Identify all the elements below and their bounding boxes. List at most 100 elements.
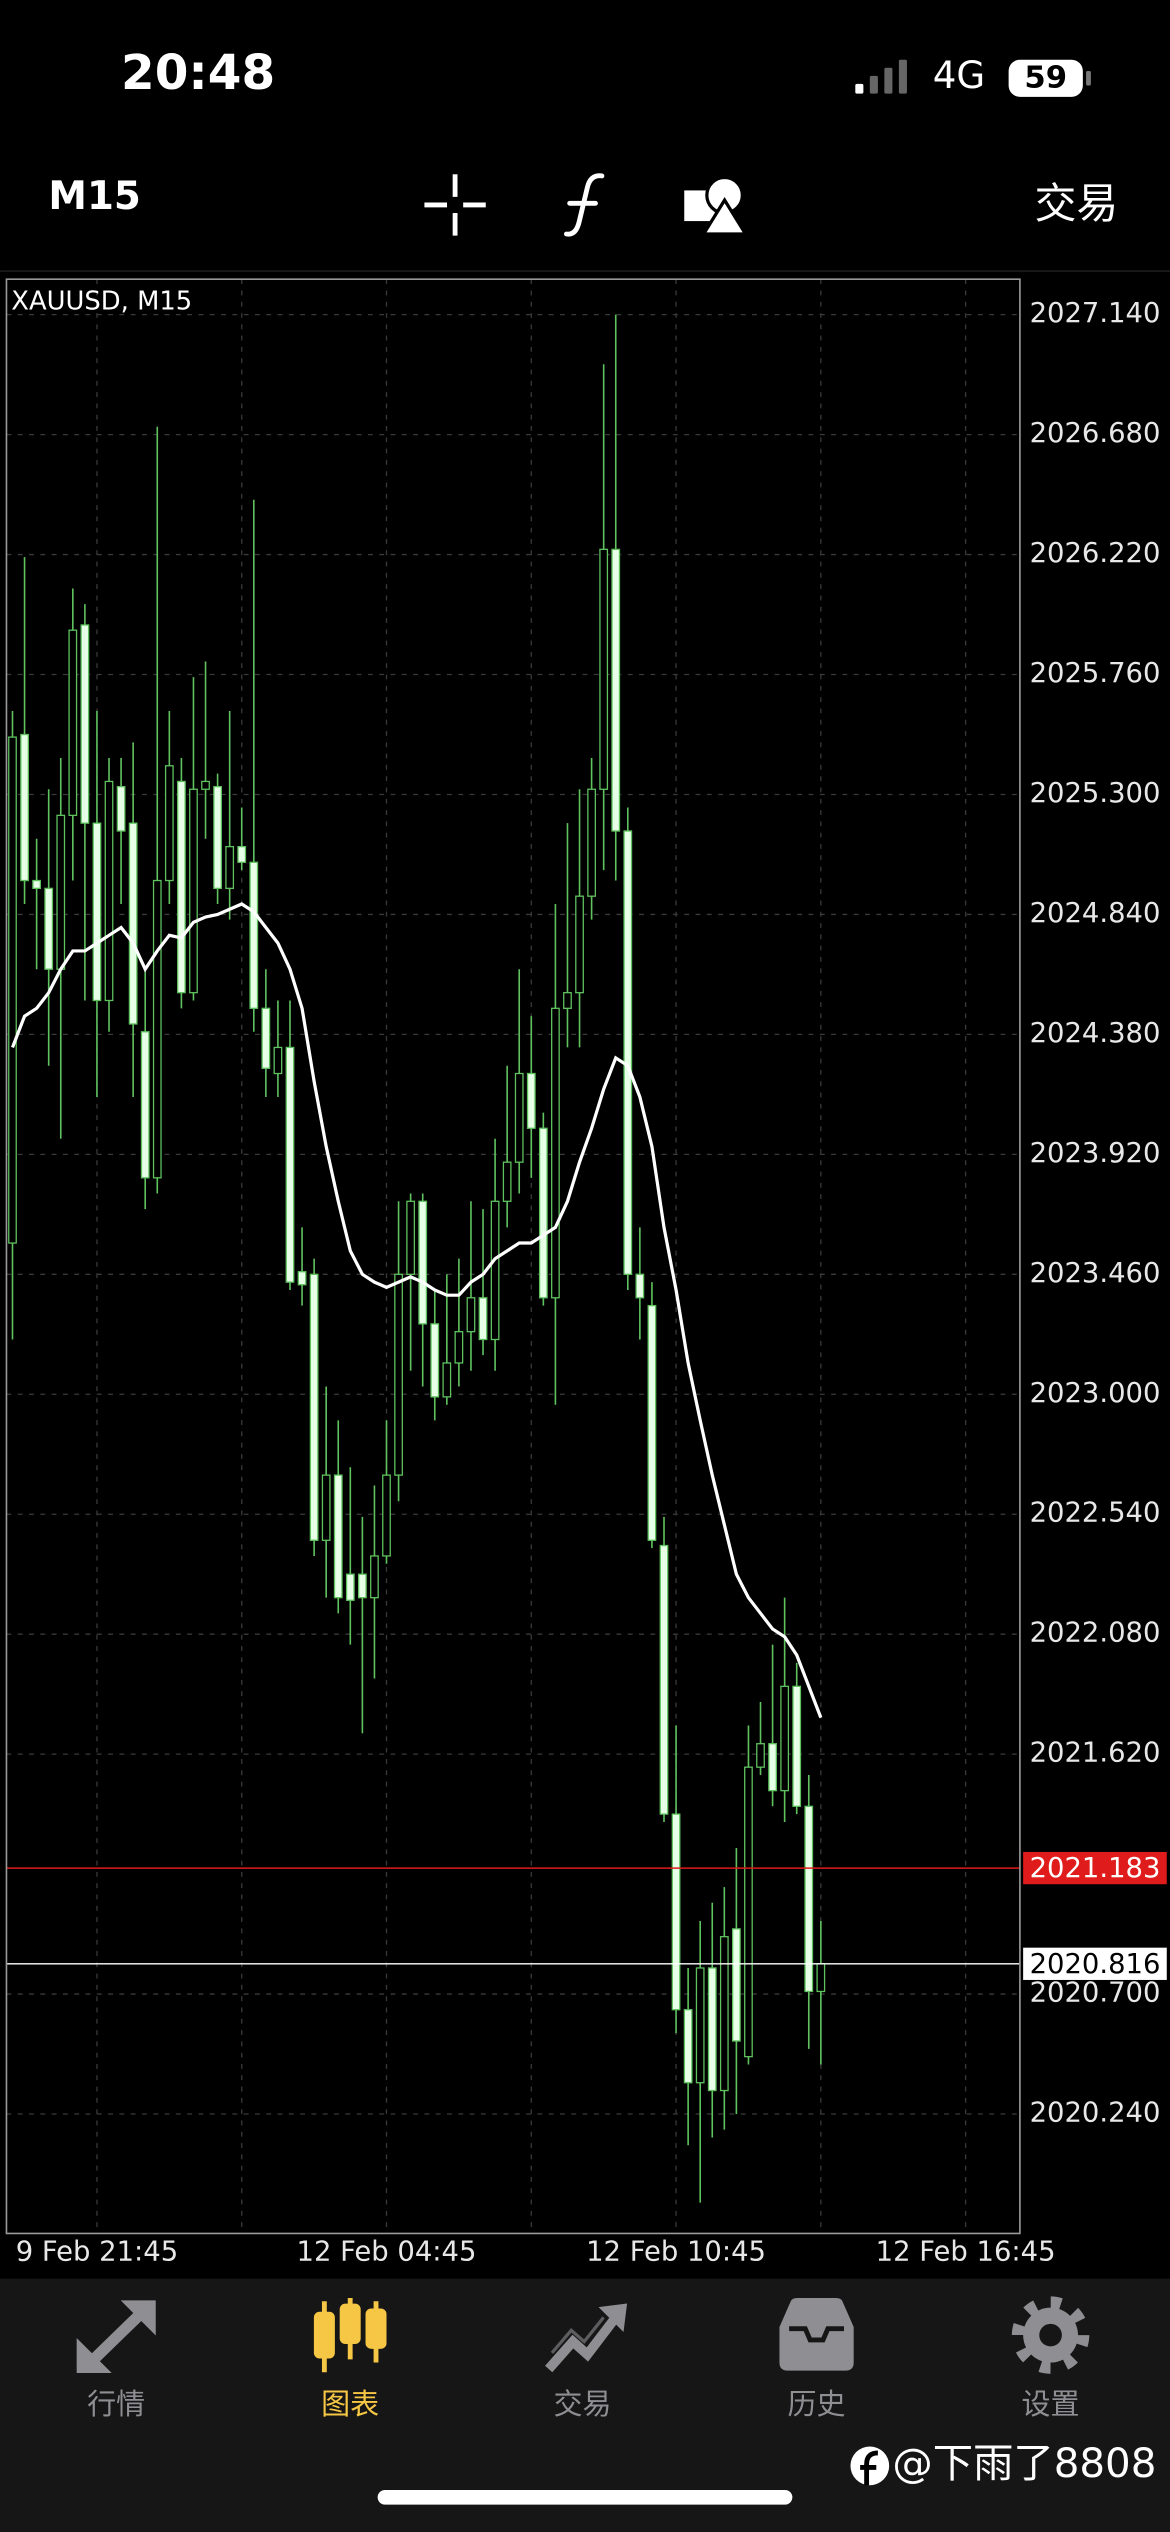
candle-body — [635, 1273, 645, 1299]
tab-icon — [779, 2298, 854, 2371]
price-tag-label: 2021.183 — [1030, 1853, 1161, 1884]
signal-icon — [855, 59, 907, 94]
candle-body — [116, 786, 126, 832]
candle-body — [418, 1200, 428, 1325]
y-tick-label: 2020.240 — [1030, 2098, 1161, 2129]
tab-icon — [545, 2303, 628, 2373]
timeframe-button[interactable]: M15 — [48, 174, 140, 219]
price-tag — [1023, 1947, 1167, 1980]
y-tick-label: 2026.680 — [1030, 418, 1161, 449]
candle-body — [599, 548, 609, 790]
candle-body — [502, 1161, 512, 1202]
crosshair-button[interactable] — [424, 174, 486, 236]
watermark: @下雨了8808 — [892, 2440, 1156, 2487]
y-tick-label: 2025.300 — [1030, 778, 1161, 809]
candle-body — [177, 780, 186, 994]
y-tick-label: 2022.540 — [1030, 1498, 1161, 1529]
candle-body — [659, 1544, 669, 1815]
battery-nub — [1086, 71, 1091, 86]
candle-body — [647, 1304, 657, 1541]
axis-labels: 2027.140 2026.680 2026.220 2025.760 2025.300… — [16, 298, 1167, 2267]
candle-body — [587, 788, 596, 897]
candle-body — [671, 1813, 681, 2011]
candle-body — [333, 1474, 343, 1599]
y-tick-label: 2023.000 — [1030, 1378, 1161, 1409]
tab-icon — [313, 2298, 387, 2373]
candle-body — [92, 822, 102, 1002]
candle-body — [430, 1323, 440, 1398]
tab-bar — [0, 2278, 1170, 2532]
candle-body — [80, 624, 90, 824]
candle-body — [357, 1573, 367, 1599]
chart-title: XAUUSD, M15 — [11, 286, 192, 316]
candle-body — [249, 861, 259, 1009]
candle-body — [237, 845, 247, 863]
x-tick-label: 12 Feb 04:45 — [297, 2236, 477, 2267]
candle-body — [683, 2009, 693, 2084]
objects-button[interactable] — [684, 175, 749, 236]
candle-body — [273, 1046, 283, 1075]
candle-body — [104, 780, 114, 1002]
candle-body — [20, 733, 29, 882]
y-tick-label: 2025.760 — [1030, 658, 1161, 689]
x-tick-label: 9 Feb 21:45 — [16, 2236, 178, 2267]
candle-body — [695, 1967, 705, 2084]
candle-body — [707, 1967, 717, 2092]
candle-body — [526, 1072, 536, 1129]
y-tick-label: 2024.380 — [1030, 1018, 1161, 1049]
candle-body — [804, 1805, 814, 1993]
status-time: 20:48 — [121, 45, 275, 101]
candle-body — [490, 1200, 500, 1341]
candle-body — [466, 1297, 476, 1333]
candle-body — [442, 1362, 452, 1398]
candle-body — [128, 822, 138, 1025]
candle-body — [394, 1273, 403, 1476]
candle-body — [56, 814, 66, 970]
candle-body — [732, 1928, 741, 2042]
candle-body — [514, 1072, 524, 1163]
watermark-icon-glyph — [860, 2450, 879, 2486]
tab-label: 交易 — [554, 2387, 612, 2421]
candle-body — [189, 788, 198, 994]
y-tick-label: 2024.840 — [1030, 898, 1161, 929]
tab-history[interactable]: 历史 — [779, 2298, 854, 2421]
candle-body — [563, 992, 572, 1009]
y-tick-label: 2021.620 — [1030, 1738, 1161, 1769]
candle-body — [201, 780, 210, 790]
candle-body — [538, 1127, 548, 1299]
battery — [1008, 59, 1083, 97]
home-indicator — [377, 2490, 793, 2505]
battery-level: 59 — [1024, 61, 1067, 96]
tab-trade[interactable]: 交易 — [545, 2303, 628, 2421]
candle-body — [370, 1555, 379, 1599]
candle-body — [44, 887, 54, 970]
candle-body — [309, 1273, 319, 1541]
moving-average — [10, 902, 823, 1719]
candle-body — [152, 879, 162, 1179]
candle-body — [478, 1297, 488, 1341]
plot-area — [6, 314, 1020, 2203]
candle-body — [225, 845, 235, 890]
tab-label: 设置 — [1022, 2387, 1080, 2421]
candle-body — [321, 1474, 331, 1541]
candle-body — [345, 1573, 355, 1601]
x-tick-label: 12 Feb 10:45 — [586, 2236, 766, 2267]
candle-body — [551, 1007, 560, 1299]
candle-body — [623, 830, 633, 1275]
tab-icon — [1011, 2296, 1090, 2374]
tab-settings[interactable]: 设置 — [1011, 2296, 1090, 2421]
tab-quotes[interactable]: 行情 — [76, 2300, 156, 2421]
candle-body — [261, 1007, 271, 1069]
candle-body — [816, 1963, 826, 1993]
tab-chart[interactable]: 图表 — [313, 2298, 387, 2421]
chart-frame — [5, 278, 1021, 2235]
indicator-button[interactable] — [564, 173, 605, 237]
candle-body — [780, 1685, 790, 1792]
candle-body — [297, 1271, 307, 1286]
candle-body — [213, 786, 222, 890]
y-tick-label: 2022.080 — [1030, 1618, 1161, 1649]
trade-button[interactable]: 交易 — [1034, 179, 1118, 228]
